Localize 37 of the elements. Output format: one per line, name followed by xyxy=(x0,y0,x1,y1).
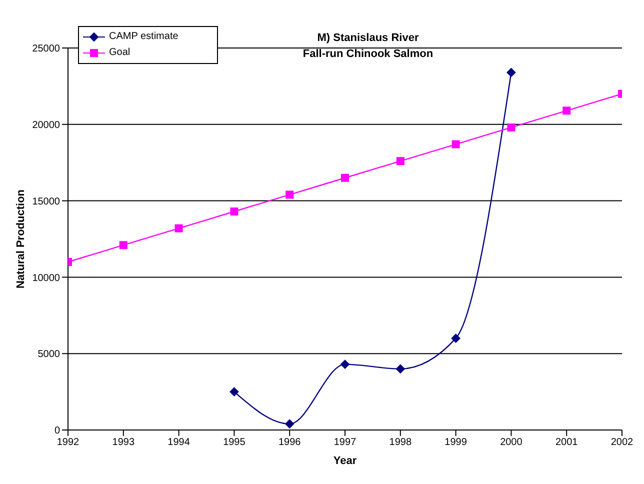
x-tick-label: 1999 xyxy=(444,437,468,448)
point xyxy=(230,207,238,216)
point xyxy=(507,123,516,132)
legend-label: Goal xyxy=(109,46,130,60)
x-tick-label: 1997 xyxy=(334,437,357,448)
x-tick-label: 2002 xyxy=(610,437,634,448)
point xyxy=(174,224,183,232)
point xyxy=(562,106,571,115)
point xyxy=(286,190,294,199)
y-tick-label: 0 xyxy=(54,426,60,437)
y-tick-label: 15000 xyxy=(32,196,60,208)
point xyxy=(451,334,460,343)
x-axis-title: Year xyxy=(333,455,358,467)
y-tick-label: 10000 xyxy=(32,272,60,284)
x-tick-label: 2000 xyxy=(500,437,523,448)
y-tick-label: 5000 xyxy=(38,349,60,360)
x-tick-label: 1992 xyxy=(56,437,80,448)
point xyxy=(506,68,516,77)
y-tick-label: 20000 xyxy=(32,120,60,131)
x-tick-label: 1995 xyxy=(223,437,246,448)
point xyxy=(285,419,294,428)
x-tick-label: 1996 xyxy=(278,437,302,448)
point xyxy=(119,241,128,250)
point xyxy=(452,140,460,148)
x-tick-label: 1998 xyxy=(389,437,412,448)
chart-title: M) Stanislaus River Fall-run Chinook Salmon xyxy=(302,31,434,62)
point xyxy=(230,387,239,396)
x-tick-label: 1994 xyxy=(168,437,190,448)
x-tick-label: 1993 xyxy=(112,437,135,448)
point xyxy=(396,364,405,374)
y-tick-label: 25000 xyxy=(32,44,60,55)
point xyxy=(396,157,404,166)
point xyxy=(340,360,350,369)
x-tick-label: 2001 xyxy=(555,437,578,448)
point xyxy=(341,174,349,182)
y-axis-title: Natural Production xyxy=(14,189,27,289)
legend-label: CAMP estimate xyxy=(109,30,178,44)
